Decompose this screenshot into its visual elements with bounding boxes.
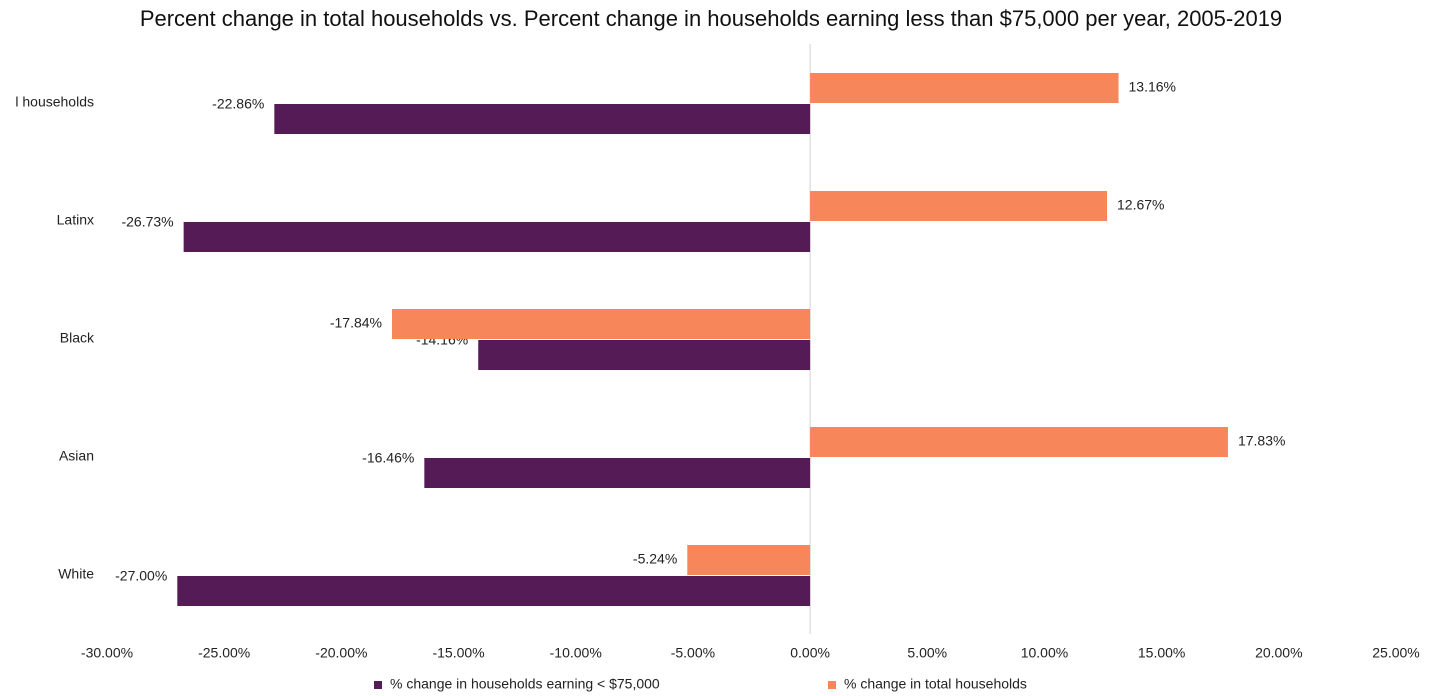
y-tick-label: White bbox=[58, 566, 94, 582]
x-tick-label: 25.00% bbox=[1372, 645, 1419, 661]
x-tick-label: 5.00% bbox=[907, 645, 947, 661]
data-label: 13.16% bbox=[1129, 79, 1176, 95]
y-tick-label: Black bbox=[60, 330, 95, 346]
y-tick-label: Latinx bbox=[57, 212, 94, 228]
bar bbox=[687, 545, 811, 575]
bar bbox=[274, 104, 811, 134]
legend-swatch bbox=[828, 681, 836, 689]
legend-label: % change in total households bbox=[844, 676, 1027, 692]
bar bbox=[424, 458, 811, 488]
x-tick-label: -10.00% bbox=[550, 645, 602, 661]
bar bbox=[810, 427, 1228, 457]
bar bbox=[391, 309, 811, 339]
x-tick-label: 15.00% bbox=[1138, 645, 1185, 661]
bar bbox=[810, 73, 1119, 103]
x-tick-label: 0.00% bbox=[790, 645, 830, 661]
data-label: -17.84% bbox=[330, 315, 382, 331]
bar bbox=[810, 191, 1108, 221]
x-tick-label: -30.00% bbox=[81, 645, 133, 661]
bar bbox=[478, 340, 811, 370]
bar bbox=[183, 222, 811, 252]
legend-label: % change in households earning < $75,000 bbox=[390, 676, 660, 692]
legend-swatch bbox=[374, 681, 382, 689]
chart-title: Percent change in total households vs. P… bbox=[140, 6, 1282, 31]
data-label: 17.83% bbox=[1238, 433, 1285, 449]
data-label: -5.24% bbox=[633, 551, 677, 567]
data-label: -22.86% bbox=[212, 96, 264, 112]
x-tick-label: -5.00% bbox=[671, 645, 715, 661]
x-tick-label: 20.00% bbox=[1255, 645, 1302, 661]
data-label: 12.67% bbox=[1117, 197, 1164, 213]
data-label: -26.73% bbox=[121, 214, 173, 230]
x-tick-label: 10.00% bbox=[1021, 645, 1068, 661]
x-tick-label: -20.00% bbox=[315, 645, 367, 661]
data-label: -16.46% bbox=[362, 450, 414, 466]
data-label: -27.00% bbox=[115, 568, 167, 584]
bar bbox=[177, 576, 811, 606]
y-tick-label: l households bbox=[15, 94, 94, 110]
y-tick-label: Asian bbox=[59, 448, 94, 464]
x-tick-label: -25.00% bbox=[198, 645, 250, 661]
x-tick-label: -15.00% bbox=[432, 645, 484, 661]
